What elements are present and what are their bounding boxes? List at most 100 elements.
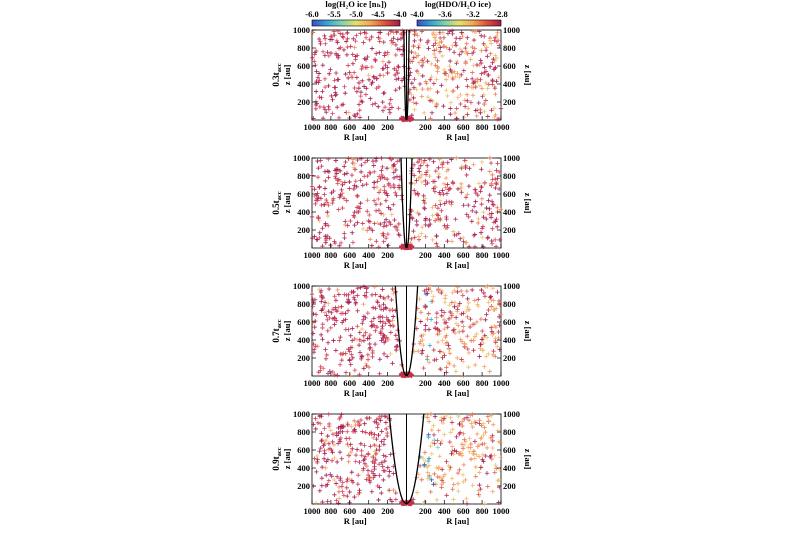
y-tick-label-right: 600 bbox=[503, 189, 516, 199]
data-point bbox=[357, 206, 363, 211]
data-point bbox=[450, 31, 455, 37]
data-point bbox=[464, 308, 469, 314]
data-point bbox=[398, 36, 404, 41]
data-point bbox=[311, 422, 316, 427]
data-point bbox=[489, 211, 495, 216]
data-point bbox=[435, 58, 440, 64]
data-point bbox=[354, 184, 359, 189]
data-point bbox=[383, 235, 389, 241]
data-point bbox=[350, 52, 355, 57]
data-point bbox=[459, 357, 464, 362]
data-point bbox=[473, 464, 479, 470]
data-point bbox=[377, 314, 383, 319]
data-point bbox=[427, 343, 433, 348]
data-point bbox=[460, 423, 465, 429]
data-point bbox=[379, 326, 385, 332]
data-point bbox=[393, 52, 399, 58]
data-point bbox=[384, 433, 390, 439]
data-point bbox=[433, 55, 438, 60]
y-axis-title-left: z [au] bbox=[282, 321, 292, 342]
data-point bbox=[423, 327, 428, 333]
data-point bbox=[426, 360, 432, 365]
data-point bbox=[481, 209, 486, 215]
data-point bbox=[431, 159, 436, 164]
data-point bbox=[426, 327, 432, 332]
data-point bbox=[461, 373, 466, 378]
colorbar-tick-label: -2.8 bbox=[494, 9, 507, 19]
data-point bbox=[463, 50, 469, 56]
data-point bbox=[435, 89, 440, 95]
data-point bbox=[414, 326, 419, 331]
x-tick-label-left: 200 bbox=[381, 378, 394, 388]
data-point bbox=[471, 338, 476, 343]
data-point bbox=[313, 201, 318, 207]
data-point bbox=[429, 427, 435, 433]
data-point bbox=[374, 156, 379, 161]
data-point bbox=[310, 55, 315, 61]
data-point bbox=[400, 373, 405, 379]
data-point bbox=[390, 286, 395, 292]
data-point bbox=[416, 166, 422, 171]
data-point bbox=[315, 158, 320, 164]
data-point bbox=[332, 294, 337, 299]
data-point bbox=[498, 455, 503, 460]
data-point bbox=[423, 172, 429, 177]
data-point bbox=[485, 72, 491, 78]
data-point bbox=[311, 347, 317, 352]
data-point bbox=[321, 202, 327, 207]
data-point bbox=[484, 335, 490, 340]
data-point bbox=[378, 221, 383, 227]
data-point bbox=[491, 202, 497, 208]
data-point bbox=[380, 314, 385, 320]
data-point bbox=[447, 46, 452, 52]
data-point bbox=[444, 45, 449, 50]
data-point bbox=[339, 187, 344, 193]
data-point bbox=[482, 65, 487, 70]
data-point bbox=[492, 237, 498, 243]
data-point bbox=[433, 203, 438, 208]
data-point bbox=[337, 362, 343, 367]
data-point bbox=[326, 423, 332, 429]
data-point bbox=[450, 43, 455, 49]
data-point bbox=[483, 98, 488, 103]
data-point bbox=[317, 104, 323, 110]
data-point bbox=[496, 298, 502, 304]
data-point bbox=[350, 61, 356, 66]
data-point bbox=[479, 86, 485, 91]
data-point bbox=[345, 429, 350, 434]
data-point bbox=[441, 310, 447, 315]
data-point bbox=[461, 479, 466, 485]
data-point bbox=[420, 455, 426, 461]
data-point bbox=[414, 222, 420, 228]
data-point bbox=[369, 34, 374, 40]
data-point bbox=[473, 209, 479, 215]
data-point bbox=[360, 429, 365, 434]
data-point bbox=[396, 76, 401, 81]
data-point bbox=[354, 89, 360, 94]
data-point bbox=[395, 64, 401, 69]
data-point bbox=[465, 106, 471, 111]
data-point bbox=[377, 39, 382, 44]
data-point bbox=[355, 193, 360, 199]
data-point bbox=[372, 432, 377, 437]
data-point bbox=[484, 471, 490, 476]
data-point bbox=[462, 104, 468, 109]
data-point bbox=[367, 37, 372, 43]
y-tick-label-right: 400 bbox=[503, 463, 516, 473]
data-point bbox=[477, 482, 482, 488]
x-tick-label-left: 400 bbox=[362, 250, 375, 260]
data-point bbox=[440, 338, 445, 343]
data-point bbox=[359, 448, 364, 454]
data-point bbox=[496, 500, 501, 505]
data-point bbox=[489, 435, 494, 440]
data-point bbox=[322, 300, 328, 305]
data-point bbox=[386, 243, 391, 248]
data-point bbox=[317, 218, 322, 224]
data-point bbox=[446, 343, 451, 348]
data-point bbox=[459, 319, 465, 325]
data-point bbox=[372, 101, 378, 106]
data-point bbox=[357, 350, 363, 355]
data-point bbox=[322, 426, 327, 431]
data-point bbox=[461, 324, 466, 329]
data-point bbox=[328, 242, 333, 248]
